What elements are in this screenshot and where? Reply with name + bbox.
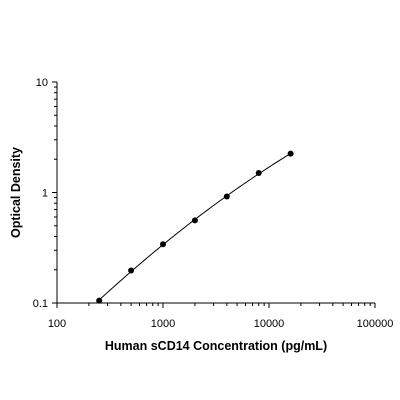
- data-points: [96, 150, 294, 304]
- y-tick-label: 10: [36, 77, 48, 89]
- y-tick-label: 0.1: [33, 298, 48, 310]
- data-point: [191, 217, 198, 224]
- x-tick-label: 100000: [357, 318, 394, 330]
- fit-curve: [98, 153, 291, 301]
- y-tick-label: 1: [42, 188, 48, 200]
- data-point: [128, 267, 135, 274]
- data-point: [96, 297, 103, 304]
- data-point: [255, 170, 262, 177]
- data-point: [160, 241, 166, 248]
- y-axis-tick-labels: 0.1 1 10: [33, 77, 48, 310]
- x-axis-tick-labels: 100 1000 10000 100000: [48, 318, 394, 330]
- axes: [56, 82, 375, 304]
- x-tick-label: 10000: [254, 318, 285, 330]
- x-axis-title: Human sCD14 Concentration (pg/mL): [105, 339, 327, 353]
- x-axis-ticks: [56, 303, 376, 308]
- y-axis-title: Optical Density: [9, 147, 23, 238]
- x-tick-label: 100: [48, 318, 66, 330]
- data-point: [287, 150, 294, 157]
- x-tick-label: 1000: [151, 318, 175, 330]
- data-point: [223, 193, 230, 200]
- y-axis-ticks: [52, 81, 57, 304]
